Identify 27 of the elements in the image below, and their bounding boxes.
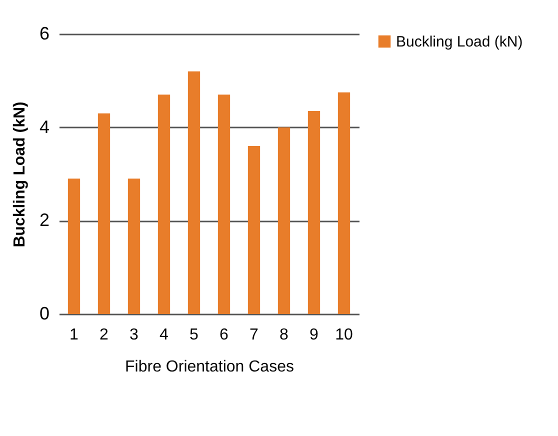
y-tick-label: 2: [39, 210, 50, 230]
y-tick-label: 4: [39, 116, 50, 137]
x-axis-title: Fibre Orientation Cases: [125, 358, 294, 376]
bar: [338, 92, 350, 314]
bar: [68, 178, 80, 314]
x-tick-label: 4: [160, 326, 169, 344]
x-tick-label: 3: [130, 326, 139, 344]
x-tick-label: 6: [220, 326, 229, 344]
bar: [128, 178, 140, 314]
x-tick-label: 8: [280, 326, 289, 344]
x-tick-label: 9: [310, 326, 319, 344]
y-tick-label: 6: [39, 24, 50, 44]
x-tick-label: 2: [100, 326, 109, 344]
bar: [308, 111, 320, 314]
x-tick-label: 10: [335, 326, 353, 344]
bar: [278, 127, 290, 314]
bar: [158, 94, 170, 314]
x-tick-label: 7: [250, 326, 259, 344]
y-axis-title: Buckling Load (kN): [11, 102, 28, 248]
y-tick-label: 0: [39, 304, 50, 324]
bar: [248, 146, 260, 314]
bar: [218, 94, 230, 314]
legend-label: Buckling Load (kN): [396, 34, 523, 50]
bar: [188, 71, 200, 314]
x-tick-label: 5: [190, 326, 199, 344]
bar: [98, 113, 110, 314]
x-tick-label: 1: [70, 326, 79, 344]
